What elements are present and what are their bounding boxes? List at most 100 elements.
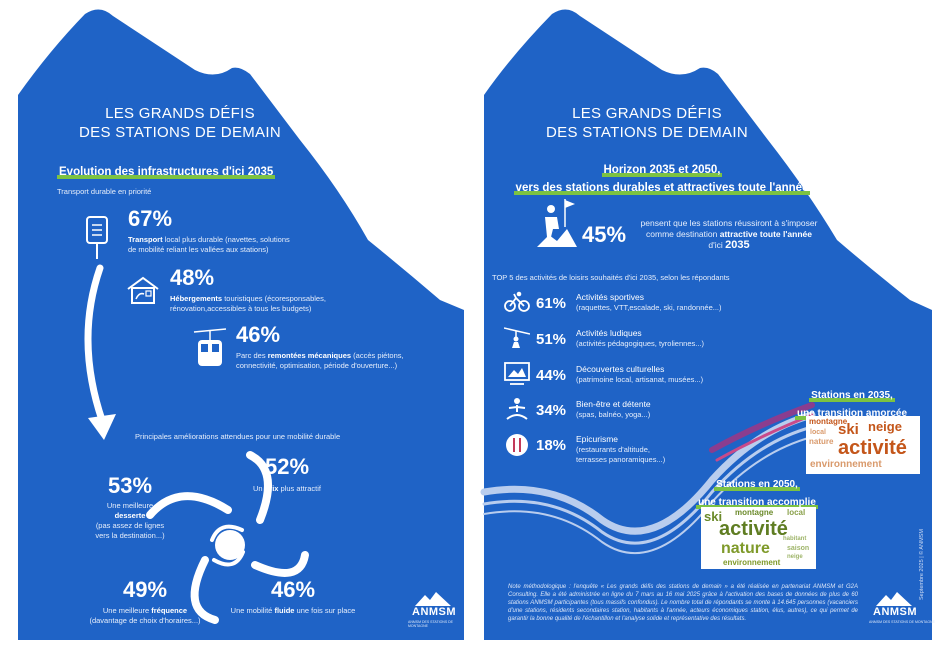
pct-remontees: 46% — [236, 322, 281, 347]
mobility-desserte: 53% Une meilleure desserte (pas assez de… — [85, 474, 175, 541]
anmsm-logo-mountain-icon — [415, 592, 451, 606]
transport-label: Transport durable en priorité — [57, 187, 152, 196]
wc-2035-word: montagne — [809, 417, 848, 426]
activity-sub: (activités pédagogiques, tyroliennes...) — [576, 339, 704, 348]
wc-2050-word: habitant — [783, 536, 807, 542]
desserte-l4: vers la destination...) — [95, 531, 165, 540]
wc-2050-word: saison — [787, 545, 810, 552]
remontees-pre: Parc des — [236, 351, 268, 360]
hero-pct: 45% — [582, 222, 627, 247]
transport-text2: de mobilité reliant les vallées aux stat… — [128, 245, 269, 254]
hero-l3-bold: 2035 — [725, 239, 750, 251]
activity-label: Activités ludiques — [576, 328, 642, 338]
wc-2050-word: nature — [721, 540, 770, 557]
left-title-line2: DES STATIONS DE DEMAIN — [79, 124, 281, 141]
desserte-l3: (pas assez de lignes — [95, 521, 165, 530]
activity-label: Bien-être et détente — [576, 399, 651, 409]
right-mountain-background — [480, 9, 932, 641]
wc-2050-word: montagne — [735, 508, 774, 517]
gondola-icon — [193, 328, 227, 366]
prix-post: plus attractif — [278, 484, 321, 493]
fluide-pre: Une mobilité — [230, 606, 275, 615]
wordcloud-2035: montagne ski neige local nature activité… — [806, 416, 920, 474]
activity-label: Epicurisme — [576, 434, 619, 444]
activity-sub: (spas, balnéo, yoga...) — [576, 410, 651, 419]
left-logo: ANMSM — [412, 606, 457, 618]
wc-2050-word: activité — [719, 518, 788, 540]
desserte-bold: desserte — [114, 511, 146, 520]
wc-2050-word: local — [787, 508, 806, 517]
pct-prix: 52% — [264, 454, 310, 479]
activity-pct: 44% — [536, 367, 567, 384]
desserte-l1: Une meilleure — [106, 501, 154, 510]
wc-2035-word: activité — [838, 437, 907, 459]
bus-icon-circle — [215, 530, 245, 560]
dining-icon — [506, 434, 528, 456]
summit-flag-icon — [537, 199, 577, 247]
right-logo: ANMSM — [873, 606, 918, 618]
remontees-bold: remontées mécaniques — [267, 351, 352, 360]
wordcloud-2050: ski montagne local activité nature habit… — [701, 507, 816, 569]
wc-2035-word: nature — [809, 437, 834, 446]
pct-hebergements: 48% — [170, 265, 215, 290]
wc-2035-word: ski — [838, 421, 859, 438]
methodology-note: Note méthodologique : l'enquête « Les gr… — [508, 584, 858, 622]
transport-bold: Transport — [128, 235, 163, 244]
wc-2050-word: neige — [787, 554, 803, 560]
hero-l1: pensent que les stations réussiront à s'… — [640, 218, 818, 228]
activity-sub2: terrasses panoramiques...) — [576, 455, 666, 464]
item-transport: 67% Transport local plus durable (navett… — [128, 207, 338, 255]
right-heading-line2: vers des stations durables et attractive… — [513, 181, 811, 195]
house-icon — [127, 276, 159, 304]
activity-label: Activités sportives — [576, 292, 645, 302]
hero-l2-bold: attractive toute l'année — [719, 229, 812, 239]
wc-2050-word: environnement — [723, 558, 781, 567]
hebergements-text2: rénovation,accessibles à tous les budget… — [170, 304, 312, 313]
right-title-line1: LES GRANDS DÉFIS — [572, 105, 722, 122]
st2050-l1: Stations en 2050, — [714, 479, 800, 491]
activity-sub: (restaurants d'altitude, — [576, 445, 650, 454]
remontees-text: (accès piétons, — [351, 351, 404, 360]
fluide-bold: fluide — [274, 606, 295, 615]
left-title-line1: LES GRANDS DÉFIS — [105, 105, 255, 122]
copyright-vertical: Septembre 2025 | © ANMSM — [919, 529, 925, 600]
item-hebergements: 48% Hébergements touristiques (écorespon… — [170, 266, 370, 314]
anmsm-logo-mountain-icon — [876, 592, 912, 606]
mobility-label: Principales améliorations attendues pour… — [135, 432, 341, 441]
activity-pct: 18% — [536, 437, 567, 454]
mobility-prix: 52% Un prix plus attractif — [232, 455, 342, 494]
mobility-frequence: 49% Une meilleure fréquence (davantage d… — [80, 578, 210, 626]
transport-text: local plus durable (navettes, solutions — [162, 235, 290, 244]
bus-stop-icon — [86, 216, 108, 259]
prix-bold: prix — [264, 484, 279, 493]
frequence-l2: (davantage de choix d'horaires...) — [89, 616, 201, 625]
remontees-text2: connectivité, optimisation, période d'ou… — [236, 361, 398, 370]
activity-pct: 34% — [536, 402, 567, 419]
item-remontees: 46% Parc des remontées mécaniques (accès… — [236, 323, 426, 371]
pct-fluide: 46% — [270, 577, 316, 602]
top5-label: TOP 5 des activités de loisirs souhaités… — [492, 273, 730, 282]
hero-l2-pre: comme destination — [646, 229, 720, 239]
right-logo-sub: ANMSM DES STATIONS DE MONTAGNE — [869, 620, 935, 624]
left-logo-sub: ANMSM DES STATIONS DE MONTAGNE — [408, 620, 453, 628]
left-section-heading: Evolution des infrastructures d'ici 2035 — [57, 165, 276, 179]
st2050-l2: une transition accomplie — [696, 497, 818, 509]
hero-text: pensent que les stations réussiront à s'… — [634, 218, 824, 251]
activity-pct: 61% — [536, 295, 567, 312]
stations-2050-heading: Stations en 2050, une transition accompl… — [692, 474, 822, 510]
wc-2050-word: ski — [704, 509, 723, 524]
pct-desserte: 53% — [107, 473, 153, 498]
activity-pct: 51% — [536, 331, 567, 348]
frequence-bold: fréquence — [151, 606, 188, 615]
pct-transport: 67% — [128, 206, 173, 231]
mobility-swirl — [146, 451, 309, 624]
hebergements-bold: Hébergements — [170, 294, 223, 303]
right-title-line2: DES STATIONS DE DEMAIN — [546, 124, 748, 141]
yoga-icon — [506, 398, 528, 420]
wc-2035-word: local — [810, 429, 826, 436]
prix-pre: Un — [253, 484, 265, 493]
activity-label: Découvertes culturelles — [576, 364, 665, 374]
frequence-pre: Une meilleure — [102, 606, 152, 615]
right-infographic: LES GRANDS DÉFIS DES STATIONS DE DEMAIN … — [472, 0, 942, 653]
museum-icon — [504, 362, 530, 385]
